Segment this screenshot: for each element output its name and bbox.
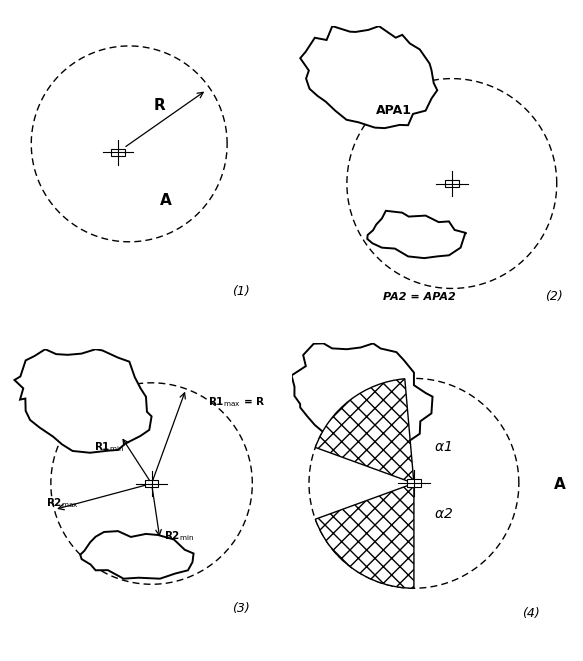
Text: R: R [154, 98, 166, 113]
Text: R1$_{\rm max}$ = R: R1$_{\rm max}$ = R [208, 395, 265, 409]
Polygon shape [300, 26, 437, 128]
Polygon shape [15, 349, 152, 453]
Text: $\alpha$2: $\alpha$2 [434, 507, 452, 522]
Polygon shape [367, 211, 466, 258]
Bar [145, 480, 159, 487]
Text: (4): (4) [522, 607, 539, 621]
Text: A: A [554, 477, 566, 492]
Bar [111, 149, 125, 156]
Text: PA2 = APA2: PA2 = APA2 [384, 292, 456, 302]
Text: (1): (1) [232, 285, 250, 298]
Wedge shape [315, 483, 414, 588]
Bar [445, 180, 459, 187]
Text: $\alpha$1: $\alpha$1 [434, 440, 452, 454]
Polygon shape [80, 531, 194, 578]
Wedge shape [315, 379, 414, 483]
Text: R1$_{\rm min}$: R1$_{\rm min}$ [94, 440, 125, 453]
Text: A: A [160, 194, 171, 208]
Text: R2$_{\rm max}$: R2$_{\rm max}$ [45, 496, 79, 510]
Polygon shape [292, 344, 433, 451]
Text: R2$_{\rm min}$: R2$_{\rm min}$ [164, 529, 195, 543]
Text: APA1: APA1 [375, 104, 412, 116]
Bar [407, 479, 421, 487]
Text: (2): (2) [545, 290, 563, 303]
Text: (3): (3) [232, 602, 250, 615]
